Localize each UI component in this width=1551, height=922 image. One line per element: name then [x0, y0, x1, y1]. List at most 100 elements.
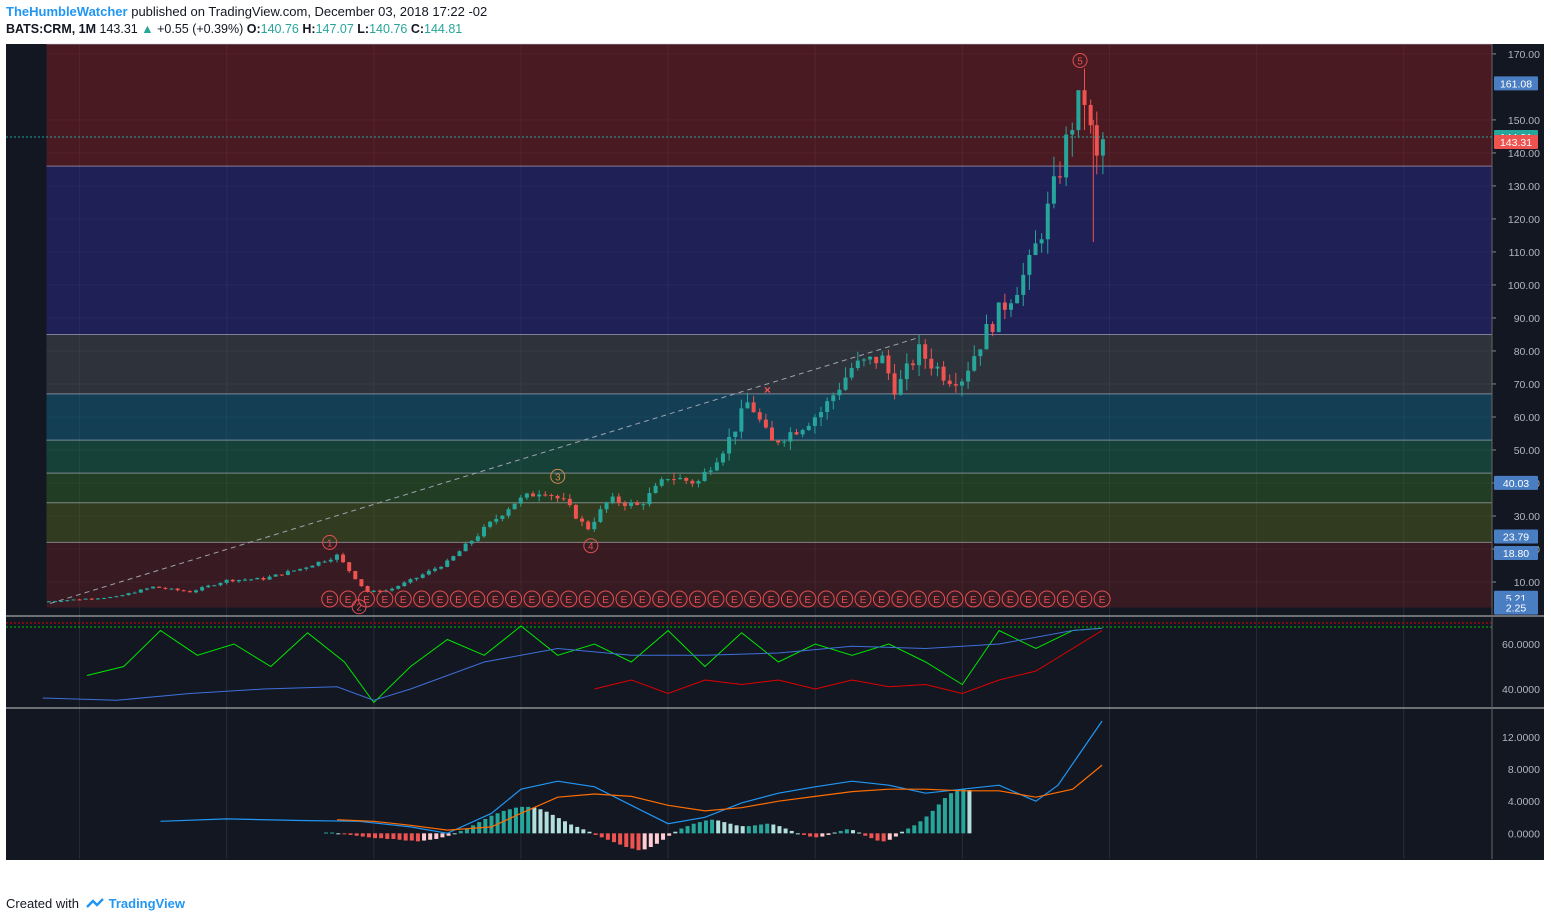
macd-histogram-bar: [765, 823, 770, 834]
candle-body: [255, 577, 260, 580]
earnings-icon: [689, 590, 707, 608]
candle-body: [292, 570, 297, 572]
macd-histogram-bar: [538, 809, 543, 834]
earnings-label: E: [841, 595, 848, 606]
candle-body: [953, 384, 958, 386]
candle-body: [1033, 243, 1038, 255]
earnings-icon: [928, 590, 946, 608]
candle-body: [371, 590, 376, 592]
candle-body: [243, 579, 248, 581]
macd-histogram-bar: [452, 833, 457, 835]
candle-body: [126, 593, 131, 596]
candle-body: [457, 551, 462, 557]
candle-body: [635, 502, 640, 505]
price-tick-label: 70.00: [1514, 379, 1540, 391]
candle-body: [776, 440, 781, 443]
earnings-icon: [615, 590, 633, 608]
earnings-icon: [413, 590, 431, 608]
oscillator-pane[interactable]: 60.0000 40.0000: [6, 622, 1540, 704]
price-tick-label: 50.00: [1514, 445, 1540, 457]
candle-body: [347, 562, 352, 572]
candle-body: [157, 586, 162, 588]
candle-body: [1002, 302, 1007, 310]
macd-histogram-bar: [661, 833, 666, 840]
macd-histogram-bar: [507, 809, 512, 834]
candle-body: [720, 453, 725, 463]
earnings-icon: [394, 590, 412, 608]
earnings-label: E: [1044, 595, 1051, 606]
price-tick-label: 130.00: [1508, 181, 1540, 193]
earnings-label: E: [639, 595, 646, 606]
candle-body: [843, 377, 848, 390]
earnings-label: E: [988, 595, 995, 606]
candle-body: [647, 493, 652, 505]
candle-body: [1021, 274, 1026, 295]
candle-body: [1008, 303, 1013, 310]
earnings-icon: [799, 590, 817, 608]
earnings-label: E: [400, 595, 407, 606]
macd-histogram-bar: [348, 833, 353, 835]
candle-body: [451, 556, 456, 561]
macd-line-1: [336, 764, 1103, 831]
macd-histogram-bar: [887, 833, 892, 840]
candle-body: [267, 576, 272, 580]
macd-histogram-bar: [513, 807, 518, 834]
macd-histogram-bar: [403, 833, 408, 841]
candle-body: [849, 367, 854, 378]
candle-body: [353, 571, 358, 580]
earnings-label: E: [694, 595, 701, 606]
footer: Created with TradingView: [6, 896, 185, 911]
macd-histogram-bar: [624, 833, 629, 847]
candle-body: [1076, 90, 1081, 131]
macd-tick-label: 4.0000: [1508, 796, 1540, 808]
price-tick-label: 150.00: [1508, 115, 1540, 127]
wave-label: 1: [327, 538, 333, 549]
macd-histogram-bar: [685, 826, 690, 834]
candle-body: [518, 497, 523, 504]
macd-pane[interactable]: 12.0000 8.0000 4.0000 0.0000: [160, 720, 1541, 851]
price-zone-7: [46, 542, 1492, 608]
macd-histogram-bar: [734, 825, 739, 834]
macd-histogram-bar: [636, 833, 641, 851]
macd-histogram-bar: [771, 824, 776, 834]
price-tick-label: 140.00: [1508, 148, 1540, 160]
candle-body: [855, 360, 860, 368]
macd-histogram-bar: [556, 818, 561, 834]
candle-body: [812, 417, 817, 426]
author-link[interactable]: TheHumbleWatcher: [6, 4, 128, 19]
earnings-label: E: [510, 595, 517, 606]
price-zone-0: [46, 44, 1492, 167]
macd-histogram-bar: [422, 833, 427, 841]
earnings-icon: [946, 590, 964, 608]
candle-body: [1088, 104, 1093, 126]
candle-body: [659, 479, 664, 486]
macd-histogram-bar: [924, 816, 929, 834]
earnings-label: E: [749, 595, 756, 606]
candle-body: [138, 589, 143, 593]
candle-body: [95, 598, 100, 600]
candle-body: [420, 574, 425, 578]
candle-body: [561, 498, 566, 500]
macd-histogram-bar: [832, 832, 837, 834]
earnings-label: E: [602, 595, 609, 606]
candle-body: [745, 402, 750, 409]
last-price: 143.31: [99, 22, 138, 36]
macd-tick-label: 8.0000: [1508, 764, 1540, 776]
candle-body: [708, 470, 713, 472]
macd-histogram-bar: [918, 821, 923, 834]
tradingview-brand[interactable]: TradingView: [108, 896, 185, 911]
symbol-name[interactable]: BATS:CRM, 1M: [6, 22, 97, 36]
time-axis-strip: [6, 860, 1544, 862]
macd-histogram-bar: [581, 829, 586, 834]
price-label-box: [1494, 600, 1538, 615]
macd-histogram-bar: [397, 833, 402, 840]
candle-body: [1027, 254, 1032, 275]
candle-body: [819, 412, 824, 418]
wave-circle-1: [322, 534, 338, 550]
macd-histogram-bar: [752, 825, 757, 834]
candle-body: [475, 536, 480, 541]
candle-body: [1045, 203, 1050, 240]
earnings-icon: [744, 590, 762, 608]
